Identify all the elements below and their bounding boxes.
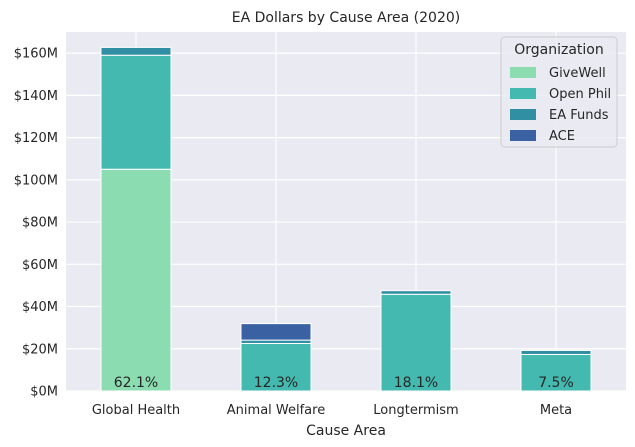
x-tick-label: Meta <box>540 403 572 418</box>
bar-segment-ace <box>240 323 312 341</box>
bar-percent-label: 7.5% <box>538 375 574 391</box>
bar-segment-open-phil <box>240 342 312 392</box>
bar-segment-ea-funds <box>240 339 312 344</box>
bar-percent-label: 62.1% <box>114 375 158 391</box>
legend-swatch <box>510 130 536 141</box>
x-axis-label: Cause Area <box>306 423 386 439</box>
legend-label: ACE <box>549 129 575 144</box>
legend-label: EA Funds <box>549 108 609 123</box>
bar-segment-ea-funds <box>380 290 452 295</box>
y-tick-label: $40M <box>22 300 58 315</box>
x-tick-label: Global Health <box>92 403 180 418</box>
bar-percent-label: 12.3% <box>254 375 298 391</box>
y-tick-label: $0M <box>30 385 58 400</box>
bar-segment-ea-funds <box>520 349 592 355</box>
x-axis-ticks: Global Health Animal Welfare Longtermism Me… <box>92 403 572 418</box>
legend-title: Organization <box>514 42 604 58</box>
legend-label: GiveWell <box>549 66 606 81</box>
bars <box>100 46 592 392</box>
y-tick-label: $100M <box>14 173 58 188</box>
bar-percent-label: 18.1% <box>394 375 438 391</box>
legend: Organization GiveWell Open Phil EA Funds ACE <box>500 36 618 148</box>
y-tick-label: $20M <box>22 342 58 357</box>
y-tick-label: $60M <box>22 258 58 273</box>
bar-labels: 62.1% 12.3% 18.1% 7.5% <box>114 375 574 391</box>
y-tick-label: $120M <box>14 131 58 146</box>
legend-swatch <box>510 67 536 78</box>
bar-segment-open-phil <box>380 293 452 392</box>
x-tick-label: Longtermism <box>373 403 458 418</box>
legend-swatch <box>510 109 536 120</box>
y-tick-label: $160M <box>14 47 58 62</box>
y-tick-label: $80M <box>22 216 58 231</box>
bar-segment-open-phil <box>100 54 172 170</box>
y-axis-ticks: $0M $20M $40M $60M $80M $100M $120M $140M $160M <box>14 47 58 400</box>
x-tick-label: Animal Welfare <box>227 403 325 418</box>
y-tick-label: $140M <box>14 89 58 104</box>
legend-swatch <box>510 88 536 99</box>
legend-label: Open Phil <box>549 87 611 102</box>
chart-title: EA Dollars by Cause Area (2020) <box>232 10 461 26</box>
bar-segment-givewell <box>100 168 172 392</box>
bar-segment-ea-funds <box>100 46 172 56</box>
